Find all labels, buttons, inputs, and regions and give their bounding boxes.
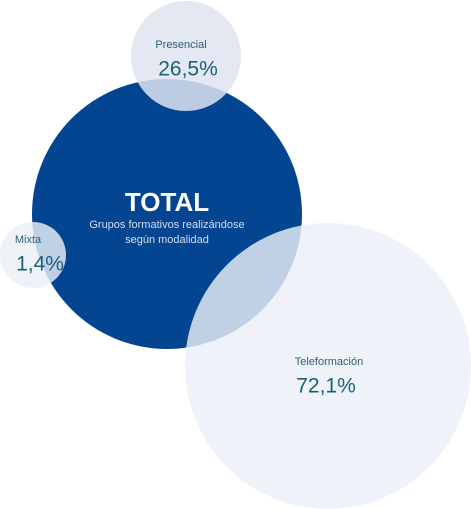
mixta-circle (0, 222, 66, 288)
node-label: Teleformación (295, 356, 363, 368)
total-description: según modalidad (125, 234, 209, 246)
node-value: 72,1% (296, 375, 356, 398)
presencial-circle (131, 1, 241, 111)
node-label: Mixta (15, 234, 42, 246)
node-value: 26,5% (158, 58, 218, 81)
total-title: TOTAL (125, 187, 209, 217)
total-description: Grupos formativos realizándose (89, 219, 244, 231)
node-label: Presencial (155, 39, 206, 51)
teleformacion-circle (185, 223, 471, 509)
node-value: 1,4% (16, 253, 64, 276)
